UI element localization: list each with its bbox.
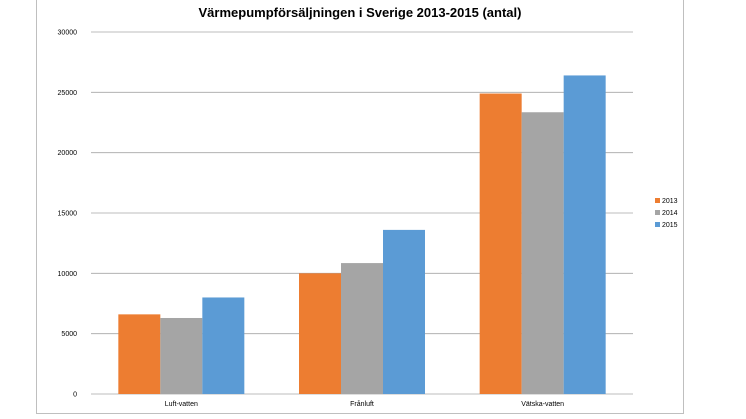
legend-label: 2014 <box>662 210 678 217</box>
legend-label: 2013 <box>662 198 678 205</box>
bar-2015-2 <box>563 75 606 394</box>
bar-2013-0 <box>118 314 161 394</box>
y-tick-label: 5000 <box>61 331 77 338</box>
bar-2014-2 <box>521 112 564 394</box>
legend-swatch-2014 <box>655 210 660 215</box>
y-tick-label: 25000 <box>58 90 78 97</box>
bar-2015-0 <box>202 297 245 394</box>
legend: 2013 2014 2015 <box>655 198 678 229</box>
y-tick-label: 10000 <box>58 271 78 278</box>
chart-title: Värmepumpförsäljningen i Sverige 2013-20… <box>198 5 522 20</box>
bar-2014-1 <box>341 263 383 394</box>
bar-2013-1 <box>299 273 341 394</box>
x-category-label: Vätska-vatten <box>521 401 564 408</box>
y-tick-label: 20000 <box>58 150 78 157</box>
y-axis-ticks: 0 5000 10000 15000 20000 25000 30000 <box>58 30 78 399</box>
legend-swatch-2015 <box>655 222 660 227</box>
y-tick-label: 15000 <box>58 211 78 218</box>
bar-2013-2 <box>479 93 522 394</box>
legend-swatch-2013 <box>655 198 660 203</box>
bars <box>118 75 606 394</box>
x-category-label: Luft-vatten <box>165 401 198 408</box>
bar-2014-0 <box>160 317 203 394</box>
y-tick-label: 0 <box>73 392 77 399</box>
y-tick-label: 30000 <box>58 30 78 37</box>
x-axis-labels: Luft-vatten Frånluft Vätska-vatten <box>165 400 564 408</box>
x-category-label: Frånluft <box>350 400 374 408</box>
bar-2015-1 <box>383 229 425 394</box>
legend-label: 2015 <box>662 222 678 229</box>
